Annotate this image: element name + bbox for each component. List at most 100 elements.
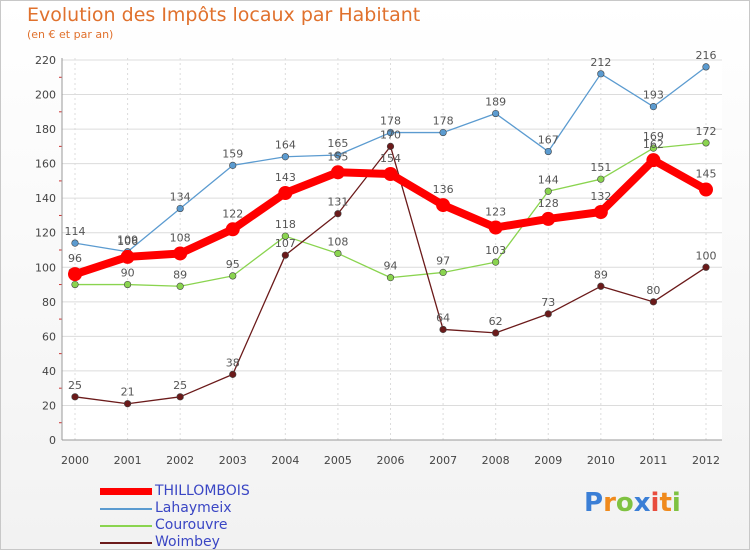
y-tick-label: 220	[35, 54, 56, 67]
data-label: 178	[380, 115, 401, 128]
data-label: 95	[226, 258, 240, 271]
data-label: 216	[696, 49, 717, 62]
data-point	[71, 280, 79, 289]
data-label: 165	[327, 137, 348, 150]
data-point	[229, 370, 237, 378]
x-tick-label: 2009	[534, 454, 562, 467]
data-label: 107	[275, 237, 296, 250]
legend-swatch	[100, 508, 152, 510]
x-tick-label: 2001	[114, 454, 142, 467]
data-point	[439, 325, 447, 334]
x-tick-label: 2005	[324, 454, 352, 467]
y-tick-label: 200	[35, 89, 56, 102]
data-label: 132	[590, 190, 611, 203]
y-tick-label: 160	[35, 158, 56, 171]
data-point	[123, 400, 132, 408]
legend-label: Lahaymeix	[155, 500, 232, 516]
data-point	[71, 393, 79, 401]
data-label: 118	[275, 218, 296, 231]
data-point	[492, 109, 500, 118]
data-point	[334, 210, 342, 218]
data-point	[281, 153, 289, 161]
data-label: 155	[327, 150, 348, 163]
y-tick-label: 140	[35, 192, 56, 205]
y-tick-label: 40	[42, 365, 56, 378]
data-point	[386, 128, 395, 137]
y-tick-label: 0	[49, 434, 56, 447]
data-point	[439, 268, 447, 277]
data-point	[176, 204, 184, 213]
data-point	[597, 70, 605, 78]
y-tick-label: 120	[35, 227, 56, 240]
data-point	[544, 187, 552, 195]
data-label: 73	[541, 296, 555, 309]
logo-letter: r	[603, 488, 616, 518]
data-label: 170	[380, 128, 401, 141]
data-point	[702, 139, 710, 147]
logo-letter: t	[659, 488, 672, 518]
data-label: 172	[696, 125, 717, 138]
data-label: 100	[696, 249, 717, 262]
data-label: 62	[489, 315, 503, 328]
x-tick-label: 2006	[377, 454, 405, 467]
data-point	[649, 298, 658, 306]
data-point	[281, 232, 289, 240]
x-tick-label: 2010	[587, 454, 615, 467]
data-label: 151	[590, 161, 611, 174]
data-label: 128	[538, 197, 559, 210]
data-point	[68, 267, 82, 282]
data-label: 38	[226, 356, 240, 369]
legend-swatch	[100, 488, 152, 495]
data-point	[541, 211, 556, 226]
data-point	[593, 205, 608, 219]
y-tick-label: 20	[42, 399, 56, 412]
data-label: 89	[173, 268, 187, 281]
data-label: 178	[433, 115, 454, 128]
data-label: 131	[327, 196, 348, 209]
data-label: 25	[173, 379, 187, 392]
data-point	[176, 393, 184, 401]
data-label: 162	[643, 138, 664, 151]
data-label: 103	[485, 244, 506, 257]
data-point	[702, 63, 710, 71]
data-label: 108	[327, 235, 348, 248]
legend-label: Courouvre	[155, 517, 228, 533]
data-label: 97	[436, 254, 450, 267]
data-point	[71, 239, 79, 247]
data-label: 143	[275, 171, 296, 184]
logo-letter: x	[633, 488, 651, 518]
logo-letter: o	[615, 488, 634, 518]
data-point	[649, 144, 658, 152]
data-label: 169	[643, 130, 664, 143]
data-label: 159	[222, 147, 243, 160]
data-point	[544, 147, 552, 156]
chart-title: Evolution des Impôts locaux par Habitant	[27, 4, 421, 26]
data-point	[173, 246, 188, 261]
data-point	[488, 220, 503, 235]
data-point	[281, 251, 289, 259]
legend-swatch	[100, 542, 152, 544]
y-tick-label: 60	[42, 330, 56, 343]
x-tick-label: 2008	[482, 454, 510, 467]
x-tick-label: 2007	[429, 454, 457, 467]
x-tick-label: 2012	[692, 454, 720, 467]
data-label: 123	[485, 206, 506, 219]
data-label: 106	[117, 235, 138, 248]
data-label: 167	[538, 134, 559, 147]
data-label: 114	[65, 225, 86, 238]
plot-area	[62, 58, 722, 440]
data-label: 90	[121, 267, 135, 280]
logo-letter: P	[584, 488, 604, 518]
chart-subtitle: (en € et par an)	[27, 28, 114, 41]
data-label: 145	[696, 168, 717, 181]
data-label: 109	[117, 234, 138, 247]
x-tick-label: 2004	[271, 454, 299, 467]
data-point	[386, 142, 395, 150]
data-point	[225, 222, 240, 237]
data-label: 144	[538, 173, 559, 186]
data-point	[544, 310, 552, 318]
data-point	[334, 151, 342, 159]
data-label: 80	[646, 284, 660, 297]
data-label: 96	[68, 252, 82, 265]
